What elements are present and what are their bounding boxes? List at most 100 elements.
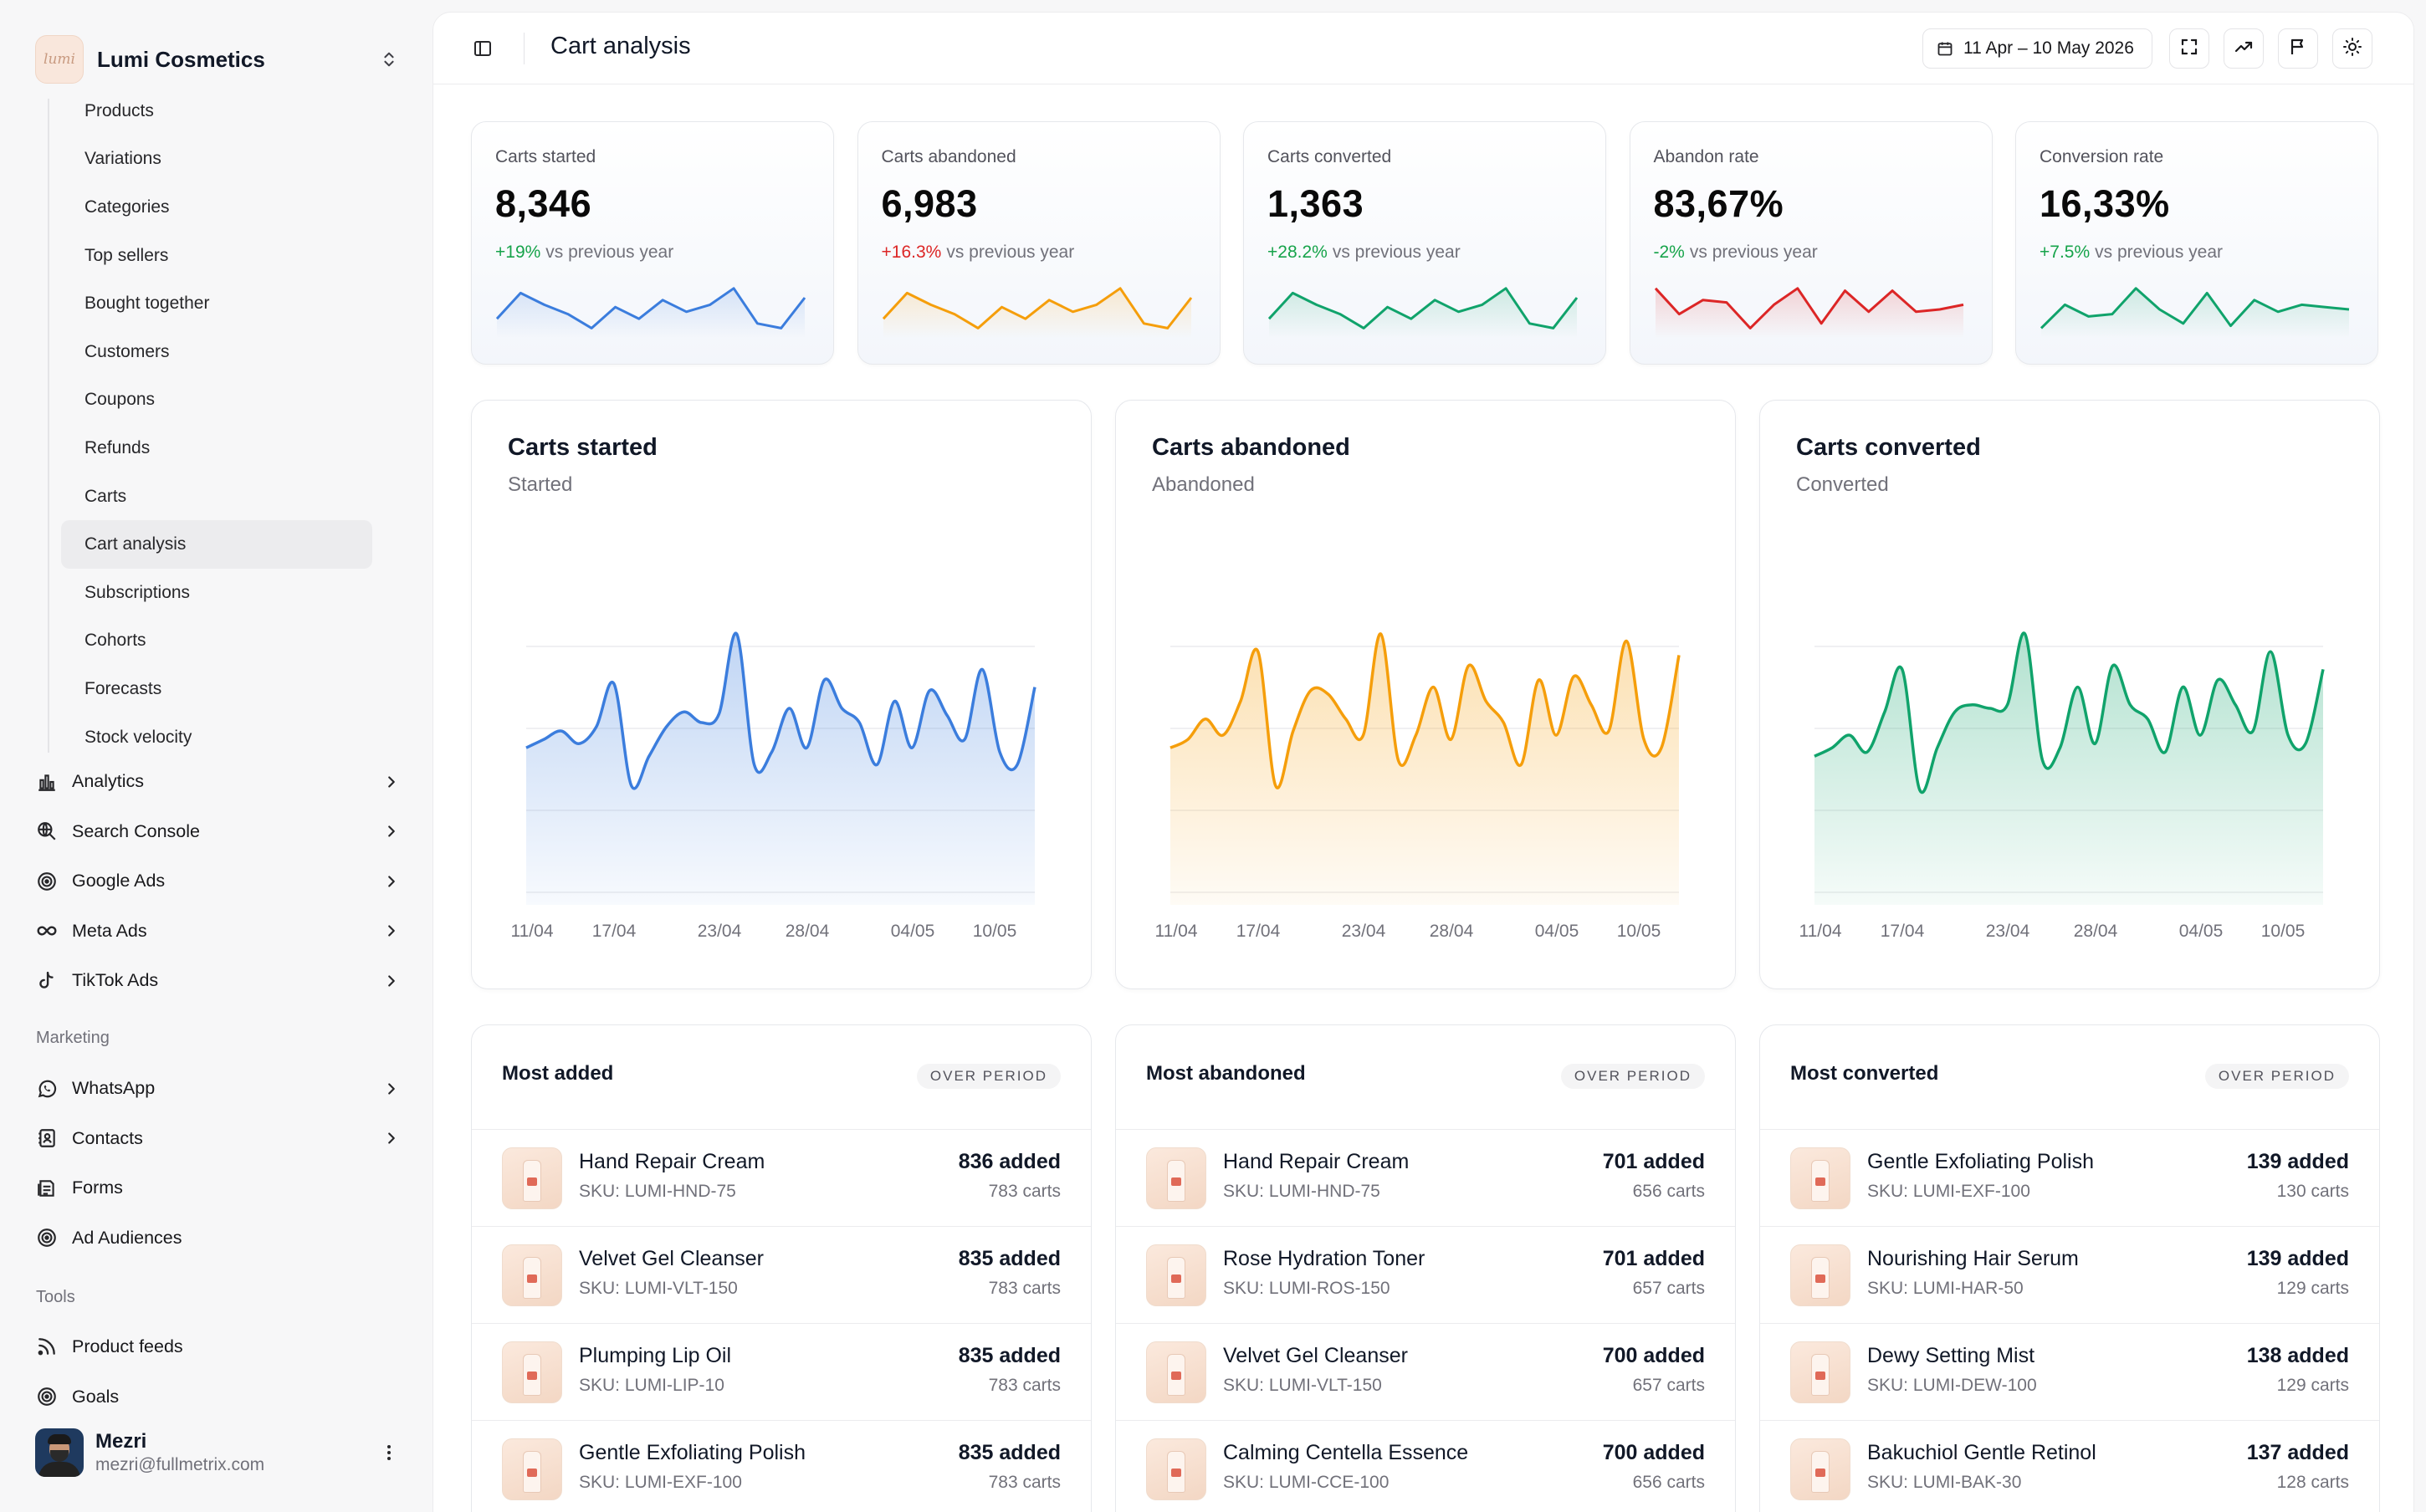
product-sku: SKU: LUMI-ROS-150 [1223,1279,1390,1298]
area-chart[interactable]: 11/04 17/04 23/04 28/04 04/05 10/05 [472,401,1093,990]
product-row[interactable]: Nourishing Hair Serum SKU: LUMI-HAR-50 139… [1760,1227,2379,1324]
subnav-item-coupons[interactable]: Coupons [84,390,156,410]
avatar [35,1428,84,1477]
subnav-item-customers[interactable]: Customers [84,341,170,361]
more-vertical-icon[interactable] [376,1440,402,1465]
product-thumbnail [1790,1438,1850,1500]
product-row[interactable]: Velvet Gel Cleanser SKU: LUMI-VLT-150 700 … [1116,1324,1735,1421]
product-row[interactable]: Calming Centella Essence SKU: LUMI-CCE-10… [1116,1421,1735,1512]
contacts-icon [35,1126,59,1150]
sun-icon [2342,37,2362,61]
nav-item-meta-ads[interactable]: Meta Ads [35,907,402,957]
kpi-card-carts-abandoned[interactable]: Carts abandoned 6,983 +16.3% vs previous ye… [857,121,1221,365]
subnav-item-cart-analysis[interactable]: Cart analysis [61,520,372,569]
nav-item-search-console[interactable]: Search Console [35,807,402,857]
product-name: Dewy Setting Mist [1867,1344,2035,1367]
tools-nav: Product feeds Goals [35,1321,402,1422]
subnav-item-variations[interactable]: Variations [84,149,161,169]
list-title: Most added [502,1062,614,1085]
product-row[interactable]: Rose Hydration Toner SKU: LUMI-ROS-150 701… [1116,1227,1735,1324]
kpi-value: 83,67% [1653,182,1784,225]
product-row[interactable]: Bakuchiol Gentle Retinol SKU: LUMI-BAK-30… [1760,1421,2379,1512]
chevron-up-down-icon[interactable] [376,47,402,72]
nav-item-contacts[interactable]: Contacts [35,1114,402,1164]
nav-item-whatsapp[interactable]: WhatsApp [35,1064,402,1114]
kpi-card-conversion-rate[interactable]: Conversion rate 16,33% +7.5% vs previous ye… [2015,121,2378,365]
subnav-item-forecasts[interactable]: Forecasts [84,678,162,698]
subnav-item-cohorts[interactable]: Cohorts [84,631,146,651]
theme-toggle-button[interactable] [2332,28,2372,69]
subnav-item-categories[interactable]: Categories [84,197,170,217]
x-tick-label: 28/04 [1430,922,1474,941]
area-chart[interactable]: 11/04 17/04 23/04 28/04 04/05 10/05 [1760,401,2381,990]
subnav-item-carts[interactable]: Carts [84,486,127,506]
product-row[interactable]: Hand Repair Cream SKU: LUMI-HND-75 836 add… [472,1130,1091,1227]
product-name: Gentle Exfoliating Polish [579,1441,806,1464]
target-icon [35,870,59,893]
kpi-sparkline [2040,287,2350,338]
nav-item-analytics[interactable]: Analytics [35,757,402,807]
subnav-item-bought-together[interactable]: Bought together [84,294,210,314]
nav-item-product-feeds[interactable]: Product feeds [35,1321,402,1372]
product-row[interactable]: Hand Repair Cream SKU: LUMI-HND-75 701 add… [1116,1130,1735,1227]
sidebar-toggle-icon[interactable] [470,36,495,61]
chevron-right-icon[interactable] [381,821,402,841]
store-switcher[interactable]: lumi Lumi Cosmetics [35,35,402,84]
kpi-delta-pct: +28.2% [1267,243,1328,262]
product-row[interactable]: Gentle Exfoliating Polish SKU: LUMI-EXF-1… [1760,1130,2379,1227]
nav-item-tiktok-ads[interactable]: TikTok Ads [35,956,402,1006]
product-name: Nourishing Hair Serum [1867,1247,2079,1270]
cart-count: 783 carts [988,1279,1061,1298]
chevron-right-icon[interactable] [381,921,402,941]
nav-item-forms[interactable]: Forms [35,1163,402,1213]
section-label-marketing: Marketing [36,1029,110,1047]
nav-item-google-ads[interactable]: Google Ads [35,856,402,907]
chevron-right-icon[interactable] [381,1079,402,1099]
area-chart[interactable]: 11/04 17/04 23/04 28/04 04/05 10/05 [1116,401,1737,990]
chevron-right-icon[interactable] [381,971,402,991]
x-tick-label: 04/05 [1535,922,1579,941]
cart-count: 657 carts [1632,1376,1705,1395]
chevron-right-icon[interactable] [381,871,402,891]
nav-item-goals[interactable]: Goals [35,1372,402,1422]
date-range-button[interactable]: 11 Apr – 10 May 2026 [1922,28,2152,69]
fullscreen-button[interactable] [2169,28,2209,69]
chevron-right-icon[interactable] [381,1128,402,1148]
x-tick-label: 28/04 [2074,922,2118,941]
product-row[interactable]: Plumping Lip Oil SKU: LUMI-LIP-10 835 adde… [472,1324,1091,1421]
nav-item-label: Product feeds [72,1336,183,1356]
added-count: 138 added [2246,1344,2349,1367]
added-count: 139 added [2246,1247,2349,1270]
subnav-item-top-sellers[interactable]: Top sellers [84,245,169,265]
sparkline-line [1654,287,1963,329]
user-email: mezri@fullmetrix.com [95,1455,265,1474]
product-thumbnail [502,1147,562,1209]
goals-button[interactable] [2278,28,2318,69]
subnav-item-products[interactable]: Products [84,100,154,120]
product-row[interactable]: Velvet Gel Cleanser SKU: LUMI-VLT-150 835 … [472,1227,1091,1324]
chevron-right-icon[interactable] [381,772,402,792]
cart-count: 783 carts [988,1182,1061,1201]
product-sku: SKU: LUMI-HND-75 [579,1182,736,1201]
kpi-delta-suffix: vs previous year [2095,243,2224,262]
kpi-card-carts-converted[interactable]: Carts converted 1,363 +28.2% vs previous ye… [1243,121,1606,365]
trend-button[interactable] [2224,28,2264,69]
product-row[interactable]: Dewy Setting Mist SKU: LUMI-DEW-100 138 ad… [1760,1324,2379,1421]
added-count: 139 added [2246,1150,2349,1173]
subnav-item-subscriptions[interactable]: Subscriptions [84,582,191,602]
product-list: Hand Repair Cream SKU: LUMI-HND-75 701 add… [1116,1129,1735,1512]
kpi-value: 1,363 [1267,182,1364,225]
product-thumbnail [502,1341,562,1403]
kpi-card-abandon-rate[interactable]: Abandon rate 83,67% -2% vs previous year [1629,121,1993,365]
product-row[interactable]: Gentle Exfoliating Polish SKU: LUMI-EXF-1… [472,1421,1091,1512]
subnav-item-stock-velocity[interactable]: Stock velocity [84,727,192,747]
x-tick-label: 17/04 [1236,922,1281,941]
user-profile[interactable]: Mezri mezri@fullmetrix.com [35,1426,402,1479]
nav-item-ad-audiences[interactable]: Ad Audiences [35,1213,402,1264]
x-tick-label: 17/04 [1881,922,1925,941]
subnav-item-refunds[interactable]: Refunds [84,437,151,457]
added-count: 701 added [1602,1150,1705,1173]
kpi-card-carts-started[interactable]: Carts started 8,346 +19% vs previous year [471,121,834,365]
nav-item-label: Contacts [72,1127,143,1148]
product-thumbnail [1790,1147,1850,1209]
